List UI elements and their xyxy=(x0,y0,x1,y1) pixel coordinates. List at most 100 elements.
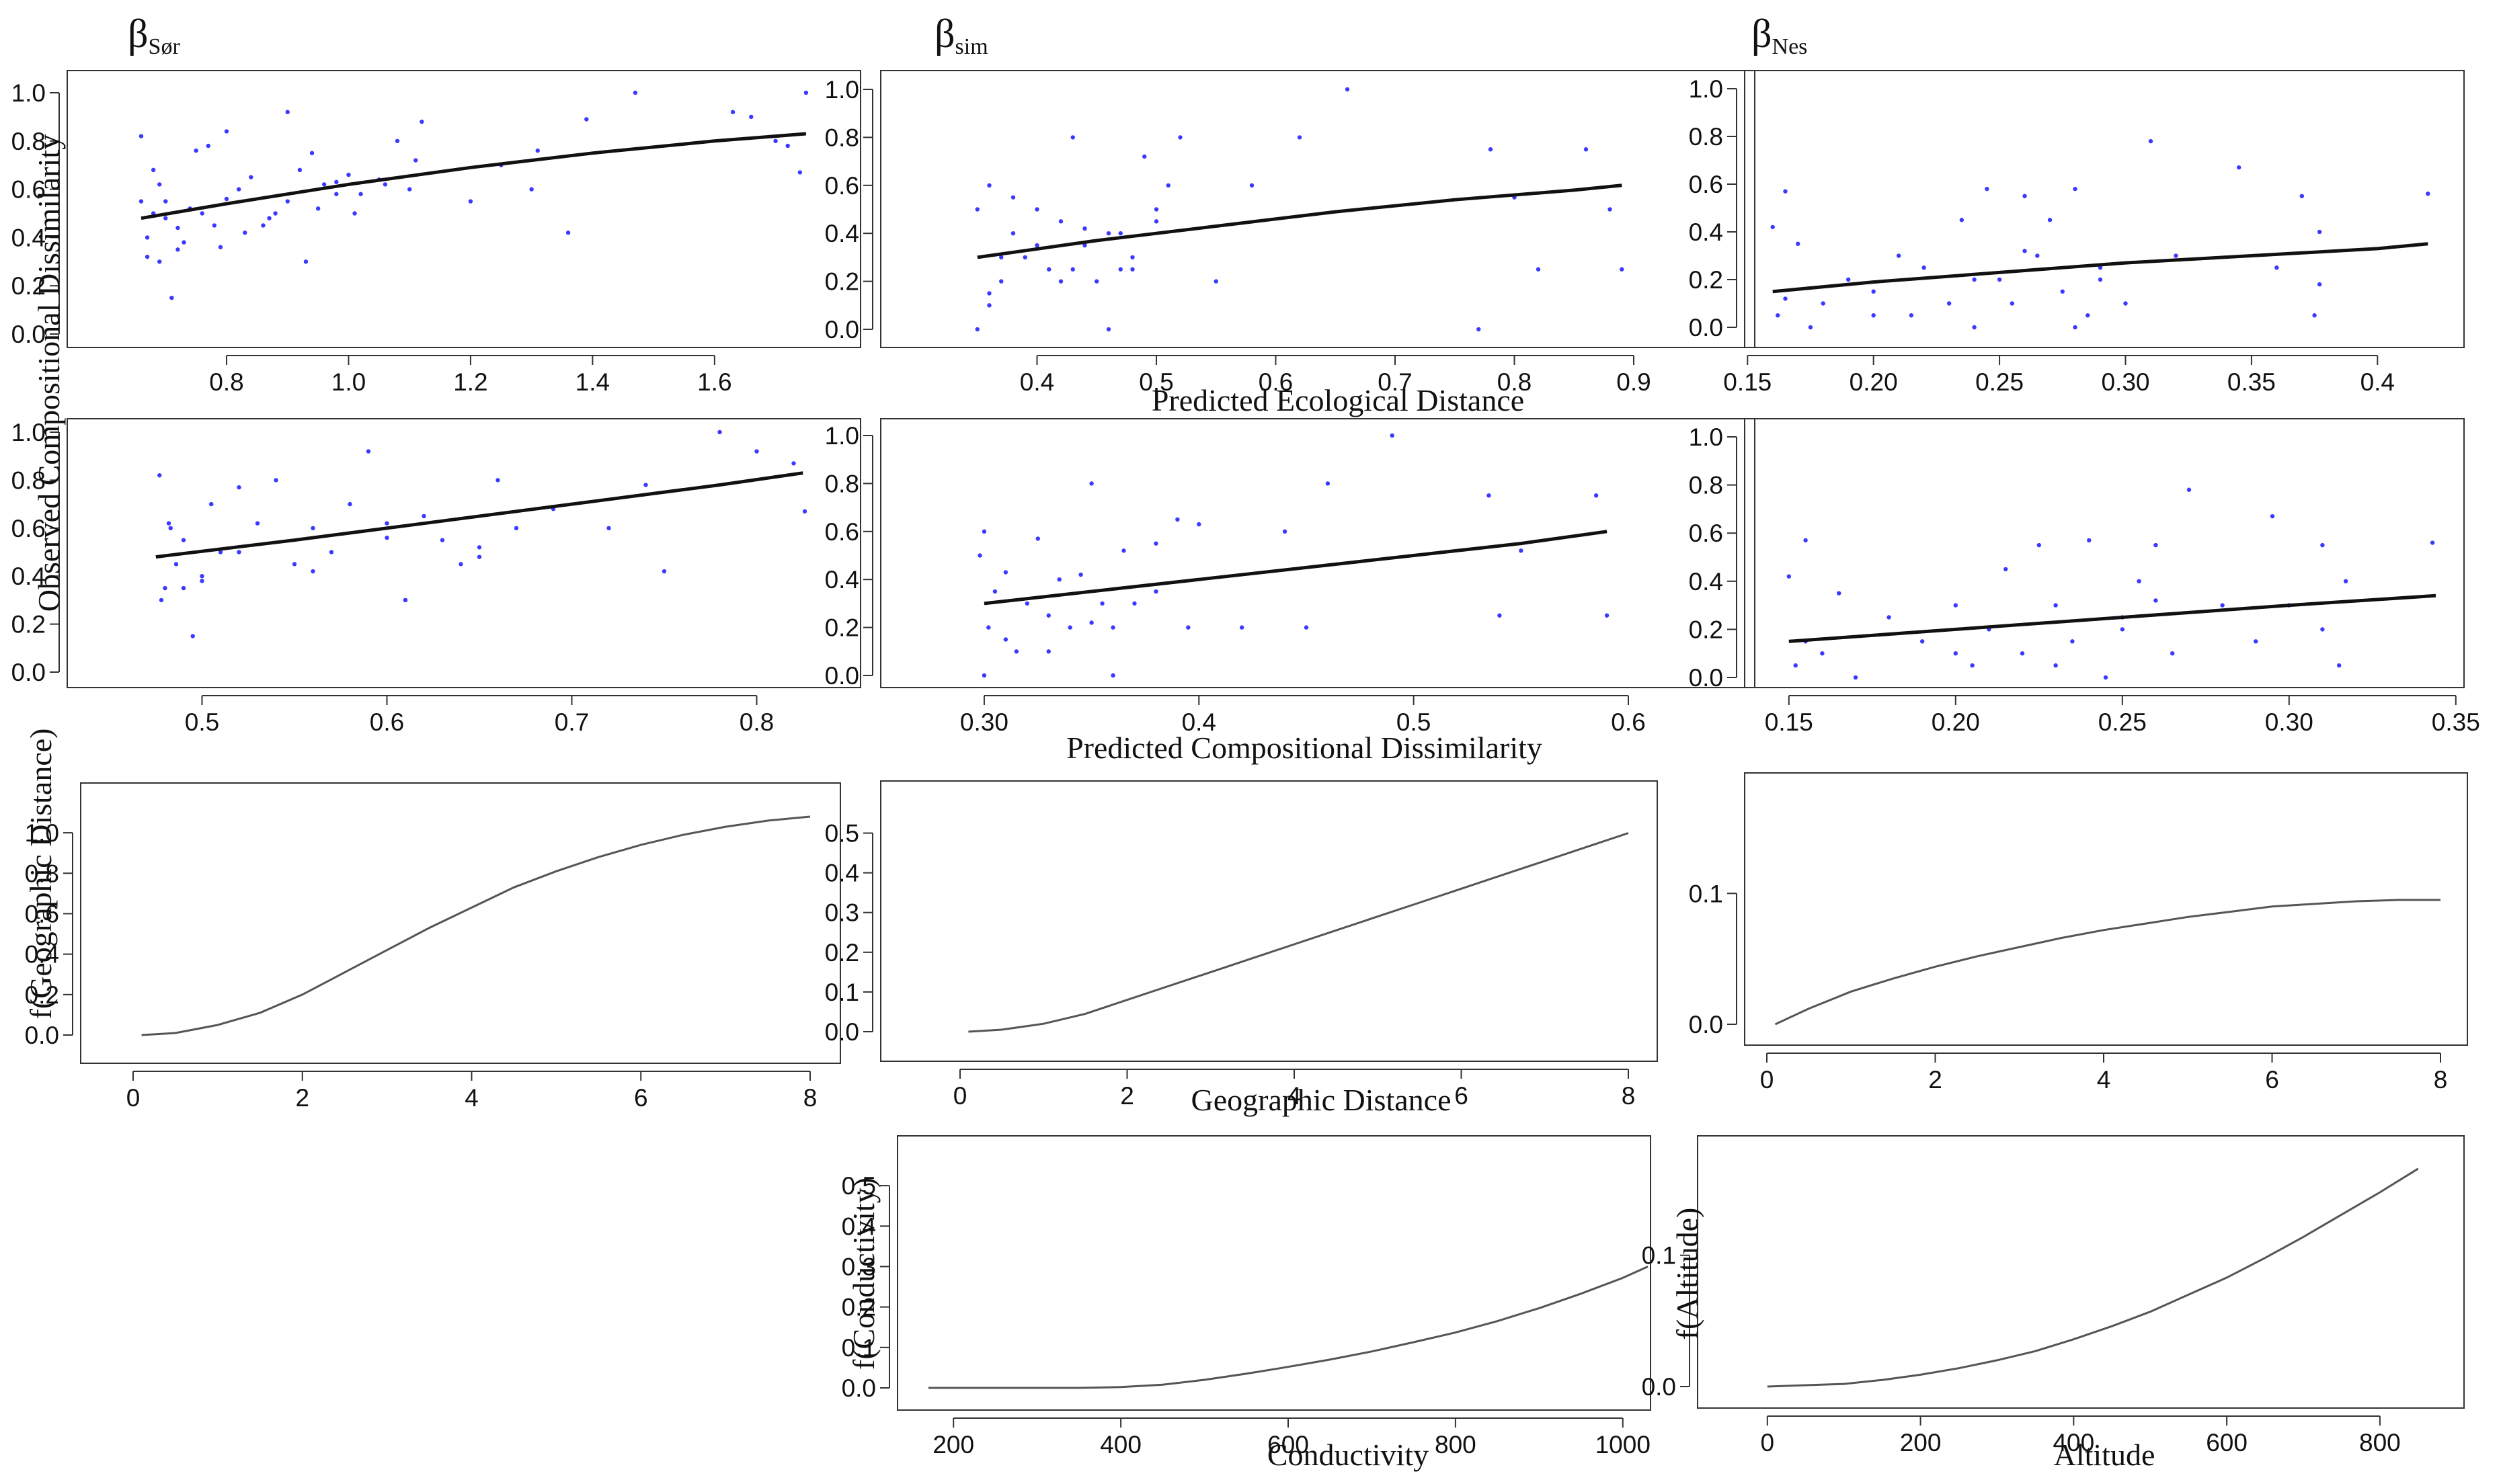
data-point xyxy=(2022,194,2027,198)
y-tick-label: 0.4 xyxy=(825,860,859,887)
y-tick-label: 0.0 xyxy=(11,321,46,348)
y-tick-label: 0.6 xyxy=(825,172,859,200)
x-tick-label: 800 xyxy=(1435,1431,1476,1458)
y-tick-label: 0.1 xyxy=(1689,880,1723,907)
data-point xyxy=(978,553,982,558)
data-point xyxy=(1154,219,1159,224)
x-label-predicted-compositional: Predicted Compositional Dissimilarity xyxy=(1066,731,1542,765)
y-tick-label: 0.8 xyxy=(11,128,46,155)
panel-nes-altitude: 0.0 0.1 0 200 400 600 800 xyxy=(1642,1135,2465,1456)
y-tick-label: 0.4 xyxy=(825,220,859,247)
data-point xyxy=(200,579,204,583)
data-point xyxy=(173,562,179,567)
y-tick-label: 0.6 xyxy=(11,176,46,204)
data-point xyxy=(237,550,241,554)
fitted-curve xyxy=(977,183,1622,259)
y-tick-label: 0.2 xyxy=(25,981,59,1009)
plot-frame xyxy=(1744,418,2465,688)
title-sim-greek: β xyxy=(935,11,955,56)
x-tick-label: 200 xyxy=(932,1431,974,1458)
y-tick-label: 0.4 xyxy=(1689,568,1723,595)
x-tick-label: 0.6 xyxy=(1611,708,1645,736)
data-point xyxy=(309,151,315,155)
data-point xyxy=(407,187,412,192)
data-point xyxy=(2060,289,2065,294)
data-point xyxy=(1297,135,1302,140)
x-tick-label: 1.4 xyxy=(575,368,610,396)
data-point xyxy=(206,143,210,149)
data-point xyxy=(2003,567,2008,572)
plot-frame xyxy=(67,70,861,348)
data-point xyxy=(420,119,424,124)
data-point xyxy=(802,509,807,514)
data-point xyxy=(1089,481,1094,486)
data-point xyxy=(138,199,144,204)
data-point xyxy=(169,295,174,300)
data-point xyxy=(218,245,223,249)
data-point xyxy=(2426,192,2430,196)
data-point xyxy=(803,90,809,95)
y-tick-label: 0.0 xyxy=(11,659,46,686)
title-sim-sub: sim xyxy=(955,34,988,59)
y-tick-label: 0.2 xyxy=(11,611,46,638)
data-point xyxy=(1821,301,1825,306)
y-tick-label: 0.2 xyxy=(825,614,859,642)
x-tick-label: 8 xyxy=(803,1084,818,1112)
data-point xyxy=(157,182,162,187)
data-point xyxy=(1078,572,1083,577)
x-tick-label: 600 xyxy=(2206,1429,2248,1456)
fitted-curve xyxy=(1788,593,2436,643)
data-point xyxy=(2337,663,2342,668)
data-point xyxy=(237,485,241,490)
x-tick-label: 4 xyxy=(465,1084,479,1112)
panel-sim-ecological: 0.0 0.2 0.4 0.6 0.8 1.0 0.4 0.5 0.6 0.7 0.8 0.9 xyxy=(825,70,1755,396)
panel-sim-geographic: 0.0 0.1 0.2 0.3 0.4 0.5 0 2 4 6 8 xyxy=(825,780,1658,1110)
data-point xyxy=(255,521,260,526)
y-tick-label: 1.0 xyxy=(1689,423,1723,451)
data-point xyxy=(1121,548,1126,553)
title-nes-greek: β xyxy=(1751,11,1772,56)
data-point xyxy=(1837,591,1841,595)
y-tick-label: 0.4 xyxy=(25,941,59,968)
y-label-observed: Observed Compositional Dissimilarity xyxy=(32,134,66,612)
x-tick-label: 6 xyxy=(1454,1082,1468,1110)
data-point xyxy=(2053,663,2058,668)
data-point xyxy=(1607,207,1612,212)
data-point xyxy=(2343,579,2348,583)
x-tick-label: 0.6 xyxy=(370,708,404,736)
data-point xyxy=(1095,279,1099,284)
data-point xyxy=(2137,579,2141,583)
data-point xyxy=(1058,279,1064,284)
data-point xyxy=(1089,620,1094,625)
data-point xyxy=(982,673,987,678)
data-point xyxy=(1025,601,1030,606)
data-point xyxy=(224,196,229,202)
data-point xyxy=(2120,627,2125,632)
data-point xyxy=(218,550,223,554)
data-point xyxy=(495,478,500,483)
y-tick-label: 0.0 xyxy=(1642,1373,1676,1401)
y-tick-label: 0.1 xyxy=(1642,1242,1676,1270)
data-point xyxy=(175,247,180,252)
plot-frame xyxy=(1744,70,2465,348)
y-tick-label: 0.4 xyxy=(825,566,859,593)
data-point xyxy=(1770,224,1775,230)
data-point xyxy=(1920,639,1925,644)
data-point xyxy=(159,597,164,603)
data-point xyxy=(717,429,722,435)
data-point xyxy=(385,535,389,540)
data-point xyxy=(1046,613,1051,618)
data-point xyxy=(1946,301,1952,306)
data-point xyxy=(1249,183,1255,188)
data-point xyxy=(2236,165,2241,170)
y-tick-label: 0.6 xyxy=(1689,520,1723,547)
x-tick-label: 0 xyxy=(126,1084,141,1112)
data-point xyxy=(1111,673,1115,678)
data-point xyxy=(565,231,571,235)
x-label-geographic: Geographic Distance xyxy=(1191,1083,1451,1117)
data-point xyxy=(348,501,352,507)
data-point xyxy=(1970,663,1975,668)
data-point xyxy=(1010,231,1016,236)
data-point xyxy=(535,148,540,153)
